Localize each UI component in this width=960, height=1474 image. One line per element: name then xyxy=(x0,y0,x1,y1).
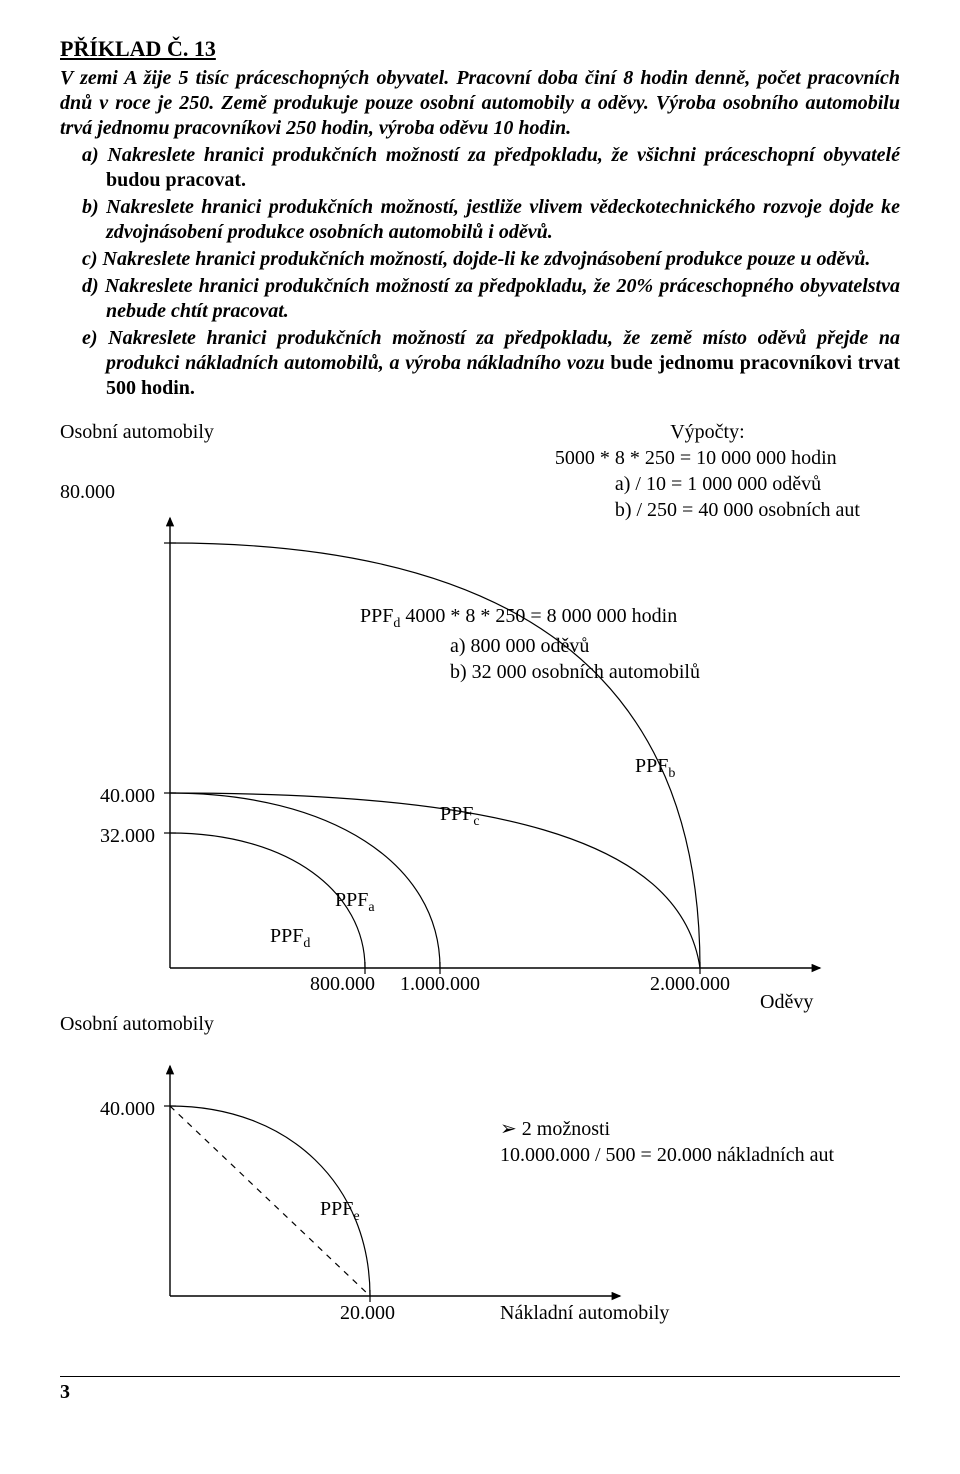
ppf-d-sub: d xyxy=(303,936,310,951)
ppf-chart-main-svg xyxy=(60,463,900,1003)
ppf-chart-main: PPFd 4000 * 8 * 250 = 8 000 000 hodin a)… xyxy=(60,463,900,983)
ppf-chart-e: 40.000 PPFe 20.000 Nákladní automobily ➢… xyxy=(60,1046,900,1346)
x-axis-label-2: Nákladní automobily xyxy=(500,1300,669,1326)
example-title: PŘÍKLAD Č. 13 xyxy=(60,36,900,62)
chart2-y-title: Osobní automobily xyxy=(60,1013,900,1036)
y-tick-40000: 40.000 xyxy=(100,783,155,809)
page-number: 3 xyxy=(60,1381,900,1404)
task-d: d) Nakreslete hranici produkčních možnos… xyxy=(60,274,900,324)
ppfd-calc-block: PPFd 4000 * 8 * 250 = 8 000 000 hodin a)… xyxy=(360,603,820,685)
ppfd-calc-l3: b) 32 000 osobních automobilů xyxy=(360,659,820,685)
ppf-c-label: PPFc xyxy=(440,801,480,831)
y-axis-title-1: Osobní automobily xyxy=(60,419,214,445)
task-e: e) Nakreslete hranici produkčních možnos… xyxy=(60,326,900,401)
ppf-a-text: PPF xyxy=(335,889,368,911)
bullet-icon: ➢ xyxy=(500,1118,517,1140)
ppf-a-label: PPFa xyxy=(335,887,375,917)
ppf-d-label: PPFd xyxy=(270,923,310,953)
ppf-b-text: PPF xyxy=(635,755,668,777)
x-tick-1000000: 1.000.000 xyxy=(400,971,480,997)
footer-divider xyxy=(60,1376,900,1377)
ppfd-calc-l1: PPFd 4000 * 8 * 250 = 8 000 000 hodin xyxy=(360,603,820,633)
note1-text: 2 možnosti xyxy=(517,1118,610,1140)
ppf-e-sub: e xyxy=(353,1209,359,1224)
x-axis-label-1: Oděvy xyxy=(760,989,813,1015)
page: PŘÍKLAD Č. 13 V zemi A žije 5 tisíc prác… xyxy=(0,0,960,1474)
task-list: a) Nakreslete hranici produkčních možnos… xyxy=(60,143,900,401)
x-tick-20000: 20.000 xyxy=(340,1300,395,1326)
y-tick-32000: 32.000 xyxy=(100,823,155,849)
ppfd-prefix: PPF xyxy=(360,605,393,627)
ppf-c-sub: c xyxy=(473,814,479,829)
ppf-e-text: PPF xyxy=(320,1198,353,1220)
ppf-e-label: PPFe xyxy=(320,1196,360,1226)
task-a: a) Nakreslete hranici produkčních možnos… xyxy=(60,143,900,193)
ppf-b-label: PPFb xyxy=(635,753,675,783)
ppfd-calc-l2: a) 800 000 oděvů xyxy=(360,633,820,659)
note-line-1: ➢ 2 možnosti xyxy=(500,1116,880,1142)
task-b: b) Nakreslete hranici produkčních možnos… xyxy=(60,195,900,245)
task-a-text: a) Nakreslete hranici produkčních možnos… xyxy=(82,144,900,166)
task-a-plain: budou pracovat. xyxy=(106,169,246,191)
x-tick-800000: 800.000 xyxy=(310,971,375,997)
calc-header: Výpočty: xyxy=(555,419,860,445)
ppfd-rest: 4000 * 8 * 250 = 8 000 000 hodin xyxy=(400,605,677,627)
task-c: c) Nakreslete hranici produkčních možnos… xyxy=(60,247,900,272)
y-tick-40000-b: 40.000 xyxy=(100,1096,155,1122)
intro-paragraph: V zemi A žije 5 tisíc práceschopných oby… xyxy=(60,66,900,141)
ppf-a-sub: a xyxy=(368,900,374,915)
x-tick-2000000: 2.000.000 xyxy=(650,971,730,997)
ppf-b-sub: b xyxy=(668,766,675,781)
ppf-chart-e-svg xyxy=(60,1046,900,1326)
chart2-notes: ➢ 2 možnosti 10.000.000 / 500 = 20.000 n… xyxy=(500,1116,880,1168)
ppf-c-text: PPF xyxy=(440,803,473,825)
note-line-2: 10.000.000 / 500 = 20.000 nákladních aut xyxy=(500,1142,880,1168)
ppf-d-text: PPF xyxy=(270,925,303,947)
